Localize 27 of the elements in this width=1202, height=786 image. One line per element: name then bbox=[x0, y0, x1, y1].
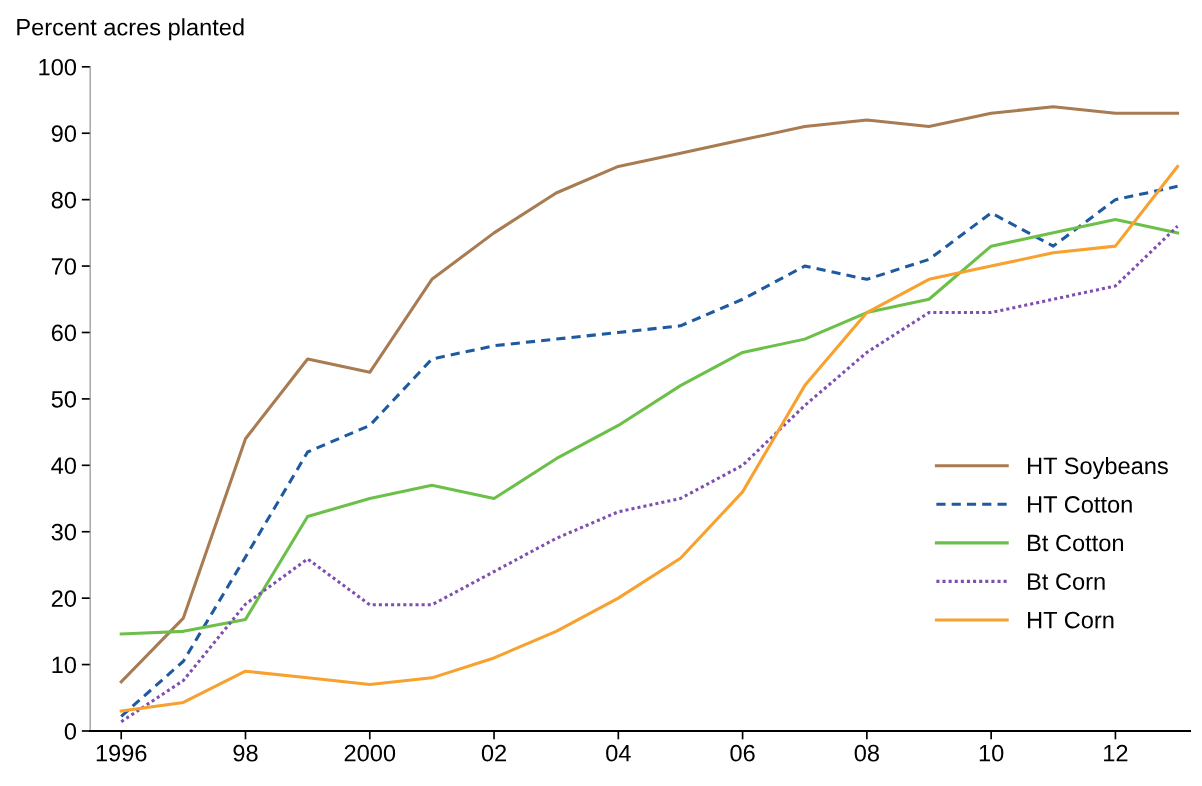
y-axis-title: Percent acres planted bbox=[17, 18, 244, 41]
y-tick-label: 30 bbox=[51, 523, 77, 541]
y-tick-label: 50 bbox=[51, 390, 77, 408]
y-tick-label: 40 bbox=[51, 457, 77, 475]
legend-label: HT Cotton bbox=[1028, 496, 1132, 513]
x-tick-label: 06 bbox=[730, 744, 755, 762]
y-tick-label: 20 bbox=[51, 590, 77, 607]
legend-label: HT Corn bbox=[1028, 611, 1114, 629]
y-tick-label: 0 bbox=[64, 723, 77, 740]
x-tick-label: 08 bbox=[854, 744, 879, 762]
y-tick-label: 80 bbox=[51, 191, 77, 209]
y-tick-label: 90 bbox=[51, 125, 77, 143]
y-tick-label: 70 bbox=[51, 258, 77, 275]
x-tick-label: 10 bbox=[979, 744, 1004, 762]
x-tick-label: 02 bbox=[481, 744, 506, 762]
legend-label: HT Soybeans bbox=[1028, 456, 1168, 479]
x-tick-label: 1996 bbox=[96, 744, 147, 762]
legend-label: Bt Cotton bbox=[1028, 534, 1123, 552]
x-tick-label: 98 bbox=[233, 744, 258, 762]
x-tick-label: 04 bbox=[606, 744, 631, 762]
y-tick-label: 100 bbox=[39, 58, 77, 76]
legend-label: Bt Corn bbox=[1028, 573, 1105, 590]
x-tick-label: 12 bbox=[1104, 744, 1128, 762]
line-series bbox=[119, 218, 1180, 636]
y-tick-label: 60 bbox=[51, 324, 77, 342]
x-tick-label: 2000 bbox=[344, 744, 396, 762]
y-tick-label: 10 bbox=[52, 656, 77, 674]
